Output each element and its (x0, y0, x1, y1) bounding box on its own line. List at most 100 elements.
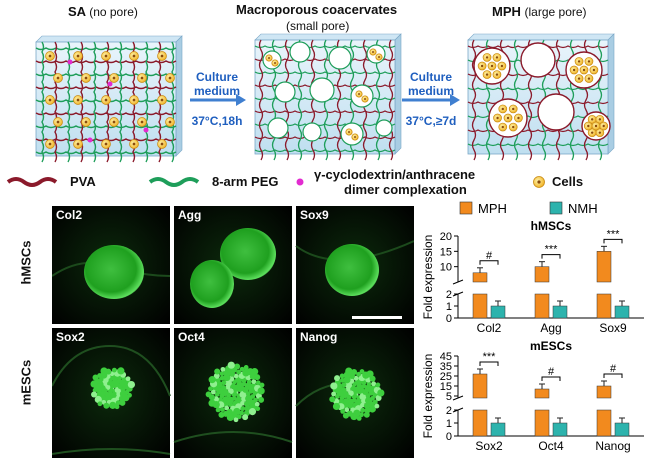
bar-nmh-sox2 (490, 422, 506, 437)
significance-label: *** (607, 228, 621, 240)
significance-bracket (603, 238, 623, 244)
significance-bracket (541, 254, 561, 259)
bar-base-mph-sox9 (596, 293, 612, 319)
x-tick-label: Col2 (477, 321, 502, 335)
y-tick-label: 0 (446, 313, 452, 325)
complex-legend-icon (296, 178, 304, 186)
peg-legend-icon (148, 177, 200, 187)
bar-mph-oct4 (534, 388, 550, 399)
row-label-mescs: mESCs (18, 359, 34, 405)
y-axis-label: Fold expression (421, 354, 435, 439)
panel-agg (174, 206, 292, 324)
y-axis-label: Fold expression (421, 235, 435, 320)
significance-label: # (610, 363, 617, 375)
arrow-1-text: Culture medium (193, 70, 240, 98)
legend-complex-line2: dimer complexation (344, 182, 467, 197)
significance-label: # (548, 366, 555, 378)
label-oct4: Oct4 (178, 330, 205, 344)
bar-nmh-nanog (614, 422, 630, 437)
bar-mph-sox2 (472, 373, 488, 399)
panel-sox2 (52, 328, 171, 458)
macro-block (254, 33, 402, 161)
bar-nmh-agg (552, 305, 568, 319)
legend-swatch-mph (459, 201, 473, 215)
legend-pva: PVA (70, 174, 96, 189)
y-tick-label: 25 (440, 371, 452, 383)
arrow-2-icon (402, 94, 460, 106)
y-tick-label: 5 (446, 391, 452, 403)
x-tick-label: Sox2 (475, 439, 503, 453)
bar-mph-col2 (472, 272, 488, 283)
chart-hmscs: hMSCs 012 10 15 20 Fold expression Col2 # Agg ***… (421, 219, 644, 335)
y-tick-label: 15 (440, 246, 452, 258)
legend-complex-line1: γ-cyclodextrin/anthracene (314, 167, 476, 182)
arrow-1-condition: 37°C,18h (191, 114, 243, 128)
label-col2: Col2 (56, 208, 83, 222)
panel-oct4 (173, 328, 293, 458)
y-tick-label: 45 (440, 351, 452, 363)
label-nanog: Nanog (300, 330, 338, 344)
legend-swatch-nmh (549, 201, 563, 215)
macro-subtitle: (small pore) (286, 19, 350, 33)
legend-peg: 8-arm PEG (212, 174, 279, 189)
significance-label: *** (545, 244, 559, 256)
mph-title: MPH (large pore) (492, 4, 587, 19)
y-tick-label: 35 (440, 361, 452, 373)
legend-cells: Cells (552, 174, 584, 189)
chart-title: hMSCs (531, 219, 572, 233)
y-tick-label: 10 (440, 262, 452, 274)
row-label-hmscs: hMSCs (18, 239, 34, 285)
panel-col2 (52, 206, 171, 324)
significance-label: *** (483, 351, 497, 363)
chart-legend: MPH NMH (459, 201, 598, 216)
significance-bracket (541, 376, 561, 381)
label-agg: Agg (178, 208, 202, 222)
microscopy-grid (52, 206, 414, 458)
macro-title: Macroporous coacervates (236, 2, 398, 17)
mph-block (467, 33, 615, 161)
chart-title: mESCs (530, 339, 572, 353)
legend-label-nmh: NMH (568, 201, 598, 216)
x-tick-label: Nanog (595, 439, 630, 453)
significance-bracket (479, 361, 499, 366)
label-sox9: Sox9 (300, 208, 329, 222)
y-tick-label: 20 (440, 231, 452, 243)
significance-label: # (486, 250, 493, 262)
sa-block (35, 35, 183, 163)
bar-mph-sox9 (596, 251, 612, 283)
y-tick-label: 15 (440, 381, 452, 393)
bar-base-mph-nanog (596, 409, 612, 437)
legend-label-mph: MPH (478, 201, 507, 216)
bar-mph-nanog (596, 385, 612, 399)
bar-base-mph-col2 (472, 293, 488, 319)
bar-base-mph-agg (534, 293, 550, 319)
arrow-1-icon (190, 94, 246, 106)
schematic-svg (6, 33, 615, 188)
arrow-2-text: Culture medium (407, 70, 454, 98)
bar-nmh-col2 (490, 305, 506, 319)
y-tick-label: 2 (446, 405, 452, 417)
panel-sox9 (295, 206, 414, 324)
y-tick-label: 0 (446, 431, 452, 443)
x-tick-label: Sox9 (599, 321, 627, 335)
x-tick-label: Agg (540, 321, 561, 335)
significance-bracket (603, 373, 623, 378)
bar-mph-agg (534, 266, 550, 283)
x-tick-label: Oct4 (538, 439, 564, 453)
significance-bracket (479, 260, 499, 265)
sa-title: SA (no pore) (68, 4, 138, 19)
bar-nmh-oct4 (552, 422, 568, 437)
panel-nanog (295, 328, 414, 458)
y-tick-label: 2 (446, 289, 452, 301)
bar-nmh-sox9 (614, 305, 630, 319)
y-tick-label: 1 (446, 301, 452, 313)
bar-base-mph-sox2 (472, 409, 488, 437)
scale-bar (352, 316, 402, 319)
pva-legend-icon (6, 177, 58, 187)
y-tick-label: 1 (446, 418, 452, 430)
label-sox2: Sox2 (56, 330, 85, 344)
arrow-2-condition: 37°C,≥7d (405, 114, 457, 128)
bar-base-mph-oct4 (534, 409, 550, 437)
